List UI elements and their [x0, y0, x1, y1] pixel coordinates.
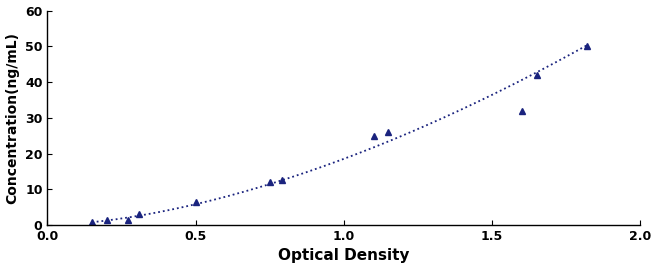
X-axis label: Optical Density: Optical Density [278, 249, 410, 263]
Y-axis label: Concentration(ng/mL): Concentration(ng/mL) [5, 32, 20, 204]
